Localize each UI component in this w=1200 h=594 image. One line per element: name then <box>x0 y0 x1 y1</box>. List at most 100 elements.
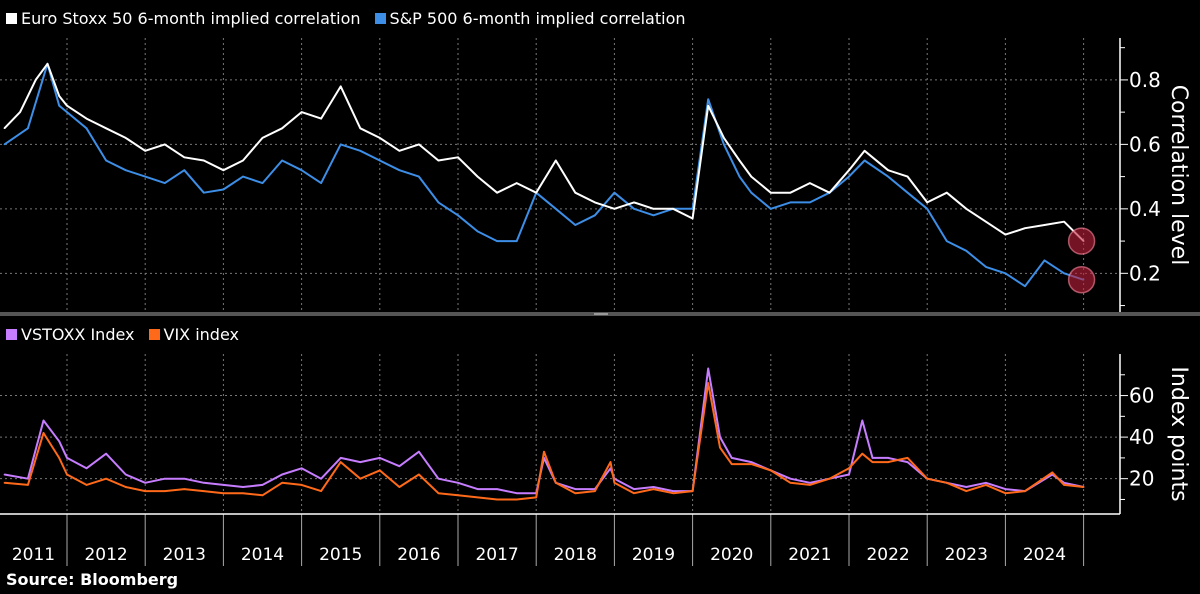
legend-item-sp500: S&P 500 6-month implied correlation <box>374 9 686 28</box>
data-point <box>719 436 721 438</box>
data-point <box>58 95 60 97</box>
legend-swatch <box>374 13 386 24</box>
data-point <box>848 169 850 171</box>
data-point <box>3 482 6 484</box>
data-point <box>789 477 792 480</box>
data-point <box>848 467 850 470</box>
y-tick-label: 0.6 <box>1129 132 1161 156</box>
data-point <box>1004 272 1007 275</box>
year-label: 2014 <box>241 545 284 565</box>
data-point <box>613 482 616 484</box>
year-label: 2019 <box>632 545 675 565</box>
data-point <box>222 188 225 191</box>
data-point <box>242 492 244 495</box>
data-point <box>19 111 21 113</box>
legend-label: VIX index <box>163 325 239 344</box>
data-point <box>554 208 557 210</box>
data-point <box>535 496 537 499</box>
data-point <box>730 457 733 459</box>
data-point <box>496 488 498 490</box>
legend-item-euro-stoxx: Euro Stoxx 50 6-month implied correlatio… <box>6 9 361 28</box>
legend-swatch <box>148 329 160 340</box>
data-point <box>66 457 68 459</box>
data-point <box>418 450 420 453</box>
data-point <box>242 175 244 178</box>
year-label: 2011 <box>12 545 55 565</box>
y-tick-label: 0.8 <box>1129 68 1161 92</box>
data-point <box>723 143 725 146</box>
data-point <box>476 496 479 499</box>
data-point <box>398 150 401 152</box>
data-point <box>85 467 88 470</box>
data-point <box>594 490 596 492</box>
data-point <box>359 477 362 480</box>
data-point <box>300 484 303 486</box>
data-point <box>124 169 127 171</box>
data-point <box>457 156 459 159</box>
data-point <box>985 266 987 268</box>
data-point <box>418 143 420 146</box>
legend-swatch <box>6 329 17 340</box>
data-point <box>652 208 655 210</box>
data-point <box>672 492 674 495</box>
data-point <box>437 159 440 162</box>
data-point <box>27 484 29 486</box>
data-point <box>1063 272 1065 275</box>
data-point <box>809 484 811 486</box>
data-point <box>633 492 635 495</box>
data-point <box>707 367 710 370</box>
data-point <box>124 473 127 476</box>
data-point <box>594 201 596 204</box>
data-point <box>1051 471 1054 474</box>
data-point <box>1082 486 1085 488</box>
data-point <box>723 137 725 139</box>
data-point <box>738 159 741 162</box>
year-label: 2023 <box>945 545 988 565</box>
legend-swatch <box>6 13 17 24</box>
data-point <box>707 98 710 101</box>
data-point <box>828 477 831 480</box>
year-label: 2017 <box>475 545 518 565</box>
data-point <box>34 79 37 81</box>
year-label: 2012 <box>84 545 127 565</box>
data-point <box>535 191 537 194</box>
data-point <box>144 150 146 152</box>
year-label: 2016 <box>397 545 440 565</box>
data-point <box>985 482 987 484</box>
data-point <box>418 175 420 178</box>
data-point <box>496 240 498 242</box>
data-point <box>863 159 866 162</box>
data-point <box>691 217 694 220</box>
legend-label: S&P 500 6-month implied correlation <box>389 9 686 28</box>
data-point <box>906 191 909 194</box>
data-point <box>707 104 710 107</box>
data-point <box>379 457 381 459</box>
data-point <box>789 482 792 484</box>
data-point <box>738 175 741 178</box>
data-point <box>574 492 577 495</box>
data-point <box>887 457 889 459</box>
data-point <box>809 482 811 484</box>
y-tick-label: 40 <box>1129 425 1154 449</box>
data-point <box>281 482 283 484</box>
data-point <box>1043 259 1046 262</box>
data-point <box>105 159 107 162</box>
data-point <box>339 85 342 88</box>
data-point <box>261 182 264 184</box>
data-point <box>66 111 68 113</box>
data-point <box>66 104 68 107</box>
data-point <box>789 191 792 194</box>
data-point <box>750 463 753 465</box>
data-point <box>965 249 968 252</box>
data-point <box>863 150 866 152</box>
data-point <box>1043 224 1046 226</box>
data-point <box>871 461 874 463</box>
data-point <box>163 490 166 492</box>
data-point <box>926 477 928 480</box>
data-point <box>320 477 322 480</box>
data-point <box>437 492 440 495</box>
year-label: 2024 <box>1023 545 1066 565</box>
data-point <box>66 473 68 476</box>
data-point <box>42 432 45 434</box>
data-point <box>574 224 577 226</box>
